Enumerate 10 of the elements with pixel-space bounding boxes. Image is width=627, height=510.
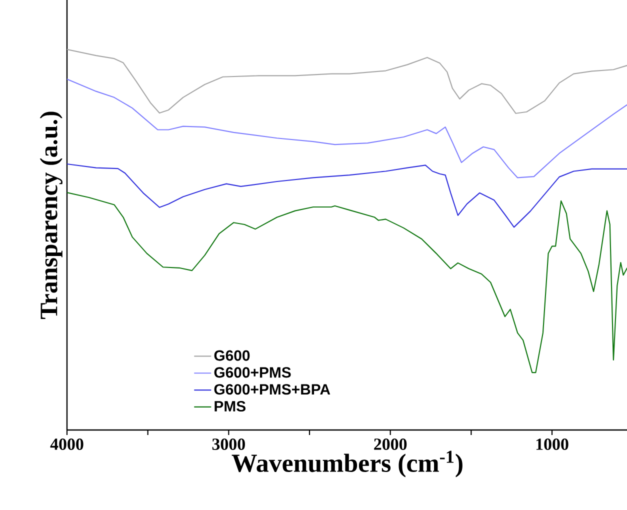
legend-label: PMS [214, 400, 246, 412]
legend-label: G600+PMS+BPA [214, 384, 330, 395]
x-tick-label: 3000 [212, 438, 245, 450]
y-axis-title: Transparency (a.u.) [40, 112, 62, 319]
x-tick-label: 2000 [374, 438, 407, 450]
x-axis-title: Wavenumbers (cm$^{-1}$) [232, 450, 462, 478]
x-tick-label: 4000 [50, 438, 84, 450]
x-tick-label: 1000 [536, 438, 568, 450]
legend-label: G600 [214, 350, 250, 361]
legend-label: G600+PMS [214, 367, 291, 378]
